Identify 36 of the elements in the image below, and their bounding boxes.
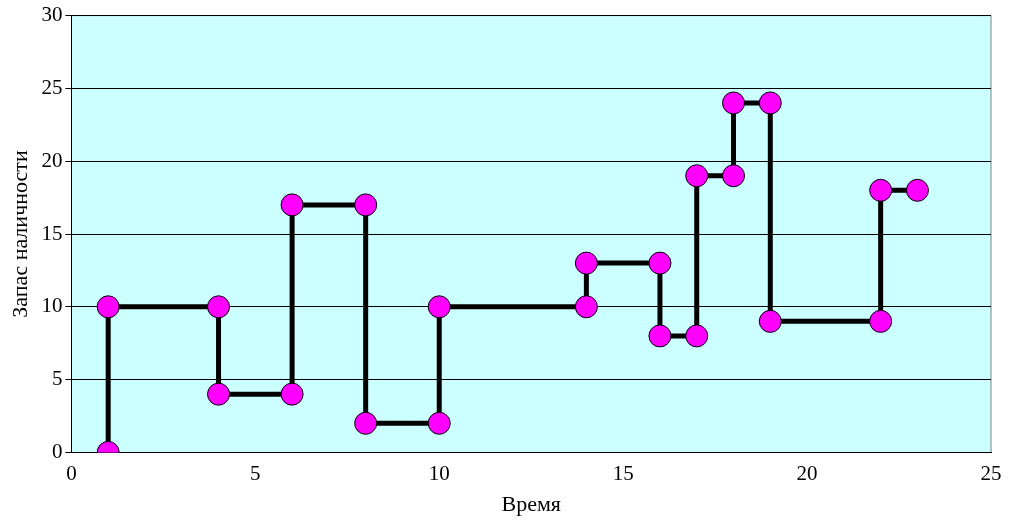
point [648, 251, 672, 275]
point [427, 295, 451, 319]
point [354, 193, 378, 217]
y-axis-title: Запас наличности [6, 150, 32, 318]
point [96, 295, 120, 319]
y-tick-label: 0 [51, 438, 63, 463]
point [685, 324, 709, 348]
point [427, 411, 451, 435]
y-tick-label: 5 [51, 366, 63, 391]
point [722, 91, 746, 115]
y-tick-label: 30 [41, 2, 63, 27]
point [722, 164, 746, 188]
point [280, 193, 304, 217]
point [574, 251, 598, 275]
y-tick-label: 25 [41, 74, 63, 99]
point [648, 324, 672, 348]
x-tick-label: 5 [250, 460, 261, 485]
point [758, 91, 782, 115]
point [869, 178, 893, 202]
y-tick-label: 15 [41, 220, 63, 245]
y-tick-label: 20 [41, 147, 63, 172]
x-axis-title: Время [501, 490, 561, 516]
point [354, 411, 378, 435]
point [869, 309, 893, 333]
point [758, 309, 782, 333]
point [574, 295, 598, 319]
point [905, 178, 929, 202]
x-tick-label: 10 [428, 460, 450, 485]
x-tick-label: 15 [612, 460, 634, 485]
point [207, 382, 231, 406]
y-tick-label: 10 [41, 293, 63, 318]
x-tick-label: 25 [980, 460, 1002, 485]
point [685, 164, 709, 188]
point [207, 295, 231, 319]
point [280, 382, 304, 406]
x-tick-label: 20 [796, 460, 818, 485]
